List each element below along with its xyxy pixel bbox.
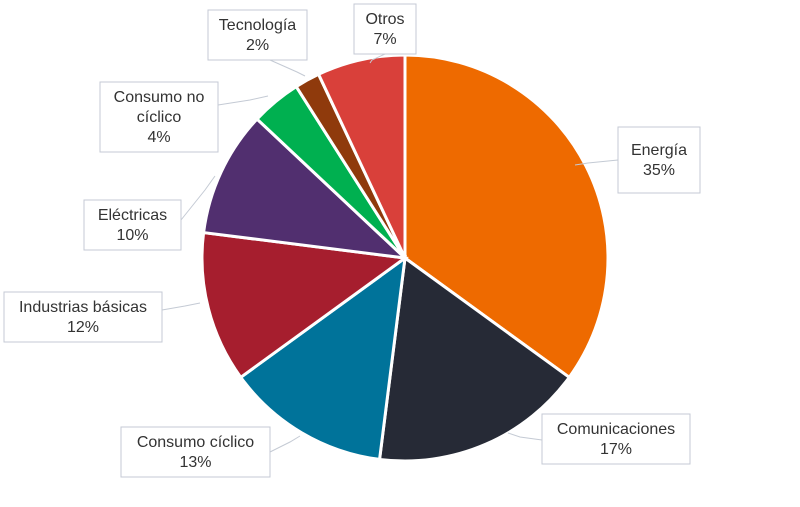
data-label-consumo-ciclico: Consumo cíclico 13%: [120, 426, 271, 478]
label-percent: 4%: [147, 129, 170, 146]
leader-line-industrias-basicas: [161, 302, 201, 311]
leader-line-comunicaciones: [507, 432, 543, 441]
label-category: Industrias básicas: [19, 299, 147, 316]
label-category: Consumo no: [114, 89, 205, 106]
label-box: [83, 199, 182, 251]
label-percent: 17%: [600, 441, 632, 458]
slice-electricas: [201, 116, 410, 261]
leader-lines: [161, 53, 619, 453]
label-category: Tecnología: [219, 17, 296, 34]
label-box: [353, 3, 417, 55]
label-percent: 13%: [179, 454, 211, 471]
leader-line-electricas: [180, 175, 216, 221]
label-percent: 7%: [373, 31, 396, 48]
label-category: Eléctricas: [98, 207, 167, 224]
slice-energia: [403, 53, 610, 380]
label-box: [207, 9, 308, 61]
data-label-electricas: Eléctricas 10%: [83, 199, 182, 251]
label-box: [120, 426, 271, 478]
pie-slices: [200, 53, 610, 463]
data-label-industrias-basicas: Industrias básicas 12%: [3, 291, 163, 343]
label-box: [541, 413, 691, 465]
leader-line-energia: [574, 159, 619, 166]
leader-line-consumo-no-ciclico: [217, 95, 269, 106]
data-label-consumo-no-ciclico: Consumo no cíclico 4%: [99, 81, 219, 153]
label-category: Energía: [631, 142, 687, 159]
label-box: [617, 126, 701, 194]
data-label-tecnologia: Tecnología 2%: [207, 9, 308, 61]
leader-line-tecnologia: [269, 59, 306, 77]
slice-otros: [316, 53, 407, 259]
leader-line-consumo-ciclico: [269, 435, 301, 453]
slice-comunicaciones: [377, 255, 572, 463]
label-category: cíclico: [137, 109, 182, 126]
label-box: [3, 291, 163, 343]
label-percent: 12%: [67, 319, 99, 336]
data-label-comunicaciones: Comunicaciones 17%: [541, 413, 691, 465]
data-labels: Energía 35% Comunicaciones 17% Consumo cícli…: [3, 3, 701, 478]
slice-industrias-basicas: [200, 230, 409, 380]
label-box: [99, 81, 219, 153]
label-percent: 35%: [643, 162, 675, 179]
data-label-otros: Otros 7%: [353, 3, 417, 55]
label-category: Otros: [365, 11, 404, 28]
label-category: Consumo cíclico: [137, 434, 254, 451]
leader-line-otros: [369, 53, 386, 64]
label-category: Comunicaciones: [557, 421, 675, 438]
data-label-energia: Energía 35%: [617, 126, 701, 194]
label-percent: 10%: [116, 227, 148, 244]
slice-consumo-ciclico: [238, 254, 407, 462]
label-percent: 2%: [246, 37, 269, 54]
